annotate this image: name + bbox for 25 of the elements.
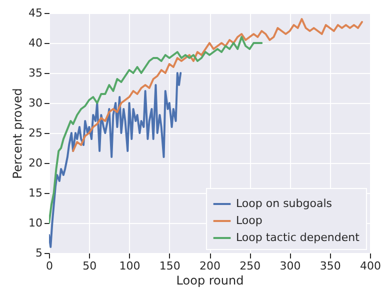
x-tick-label: 0 (46, 260, 53, 272)
x-tick-label: 400 (360, 260, 381, 272)
y-tick-label: 35 (28, 66, 42, 80)
legend-label: Loop (236, 214, 262, 227)
x-tick-label: 100 (119, 260, 140, 272)
x-tick-label: 350 (320, 260, 341, 272)
y-tick-label: 5 (36, 246, 42, 260)
y-tick-label: 30 (28, 96, 42, 110)
x-tick-label: 150 (159, 260, 180, 272)
line-series (72, 18, 363, 152)
legend-label: Loop tactic dependent (236, 231, 360, 244)
y-tick-label: 20 (28, 156, 42, 170)
y-tick-label: 15 (28, 186, 42, 200)
y-tick-label: 25 (28, 126, 42, 140)
y-tick-label: 45 (28, 6, 42, 20)
line-series (49, 72, 182, 248)
x-tick-label: 300 (280, 260, 301, 272)
y-axis-title: Percent proved (10, 88, 25, 179)
x-tick-label: 50 (82, 260, 97, 272)
x-tick-label: 250 (240, 260, 261, 272)
x-axis-title: Loop round (176, 274, 244, 288)
y-tick-label: 40 (28, 36, 42, 50)
legend-label: Loop on subgoals (236, 197, 332, 210)
x-tick-label: 200 (200, 260, 220, 272)
y-tick-label: 10 (28, 216, 42, 230)
